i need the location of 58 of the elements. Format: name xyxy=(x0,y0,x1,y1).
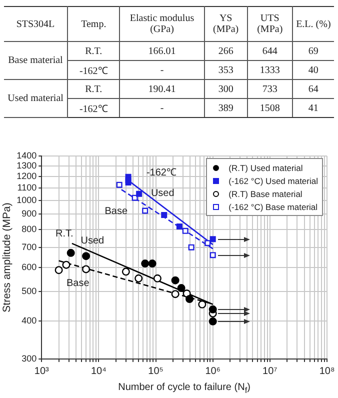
y-tick-label: 700 xyxy=(22,242,37,252)
text: 644 xyxy=(247,42,292,60)
y-tick-label: 1300 xyxy=(16,160,37,170)
text: 1508 xyxy=(247,98,292,118)
y-tick-label: 600 xyxy=(22,262,37,272)
annotation: -162℃ xyxy=(146,168,176,179)
annotation: Used xyxy=(80,235,104,246)
text: 40 xyxy=(292,60,334,80)
x-axis-title: Number of cycle to failure (N$_{f}$) xyxy=(118,382,250,395)
text: - xyxy=(120,98,204,118)
legend-label: (R.T) Base material xyxy=(228,188,302,198)
text: Used material xyxy=(4,80,68,118)
annotation: R.T. xyxy=(56,228,74,240)
text: 64 xyxy=(292,80,334,98)
y-tick-label: 1100 xyxy=(17,182,37,192)
text: UTS (MPa) xyxy=(247,6,292,42)
text: 69 xyxy=(292,42,334,60)
text: -162℃ xyxy=(68,98,120,118)
x-tick-label: 10⁸ xyxy=(319,366,335,377)
text: Base material xyxy=(4,42,68,80)
text: E.L. (%) xyxy=(292,6,334,42)
annotation: Base xyxy=(104,206,128,217)
text: 353 xyxy=(204,60,248,80)
text: Temp. xyxy=(68,6,120,42)
text: 1333 xyxy=(247,60,292,80)
legend-label: (-162 °C) Used material xyxy=(228,176,318,186)
y-axis-title: Stress amplitude (MPa) xyxy=(1,202,14,312)
y-tick-label: 800 xyxy=(22,224,37,234)
text: 41 xyxy=(292,98,334,118)
text: R.T. xyxy=(68,80,120,98)
text: 190.41 xyxy=(120,80,204,98)
y-tick-label: 1000 xyxy=(16,194,37,205)
y-tick-label: 900 xyxy=(22,208,37,219)
text: Elastic modulus (GPa) xyxy=(120,6,204,42)
y-tick-label: 1200 xyxy=(16,170,37,181)
text: - xyxy=(120,60,204,80)
x-tick-label: 10⁶ xyxy=(205,366,220,377)
text: 300 xyxy=(204,80,248,98)
y-tick-label: 300 xyxy=(22,353,37,364)
text: STS304L xyxy=(4,6,68,42)
annotation: Base xyxy=(66,278,90,289)
y-tick-label: 400 xyxy=(22,316,37,326)
text: 389 xyxy=(204,98,248,118)
annotation: Used xyxy=(150,188,174,200)
x-tick-label: 10⁴ xyxy=(90,366,106,377)
y-tick-label: 500 xyxy=(22,286,37,296)
text: R.T. xyxy=(68,42,120,60)
text: YS (MPa) xyxy=(204,6,248,42)
y-tick-label: 1400 xyxy=(16,150,37,160)
x-tick-label: 10³ xyxy=(34,366,50,377)
legend-label: (-162 °C) Base material xyxy=(228,202,318,212)
x-tick-label: 10⁷ xyxy=(262,366,278,377)
x-tick-label: 10⁵ xyxy=(148,366,164,377)
text: 266 xyxy=(204,42,248,60)
text: 166.01 xyxy=(120,42,204,60)
text: -162℃ xyxy=(68,60,120,80)
text: 733 xyxy=(247,80,292,98)
legend-label: (R.T) Used material xyxy=(228,162,303,172)
